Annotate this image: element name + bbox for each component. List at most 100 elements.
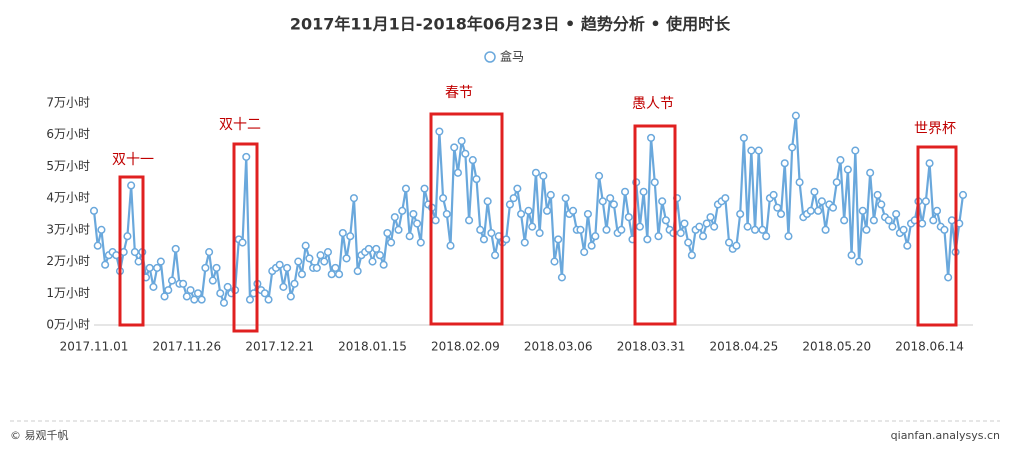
data-point [219,298,229,307]
annotation-label: 双十一 [112,152,154,168]
data-point [505,200,514,209]
data-point [294,257,303,266]
data-point [654,232,663,241]
x-tick-label: 2018.03.06 [524,340,593,354]
data-point [379,260,388,269]
data-point [899,225,908,234]
data-point [275,260,284,269]
data-point [828,203,838,212]
data-point [680,219,689,228]
annotation-label: 春节 [445,85,473,101]
data-point [698,232,708,241]
data-point [944,273,953,282]
data-point [401,184,410,193]
data-point [858,206,867,215]
y-tick-label: 2万小时 [46,254,90,268]
data-point [557,273,566,282]
data-point [658,197,667,206]
data-point [197,295,206,304]
data-point [550,257,559,266]
data-point [509,194,518,203]
data-point [932,206,942,215]
data-point [773,203,782,212]
data-point [569,206,578,215]
data-point [290,279,299,288]
data-point [260,289,269,298]
data-point [283,263,292,272]
data-point [854,257,864,266]
data-point [346,232,355,241]
data-point [806,206,815,215]
data-point [784,232,793,241]
data-point [491,251,500,260]
data-point [747,146,756,155]
data-point [873,190,882,200]
data-point [721,194,730,203]
data-point [349,194,359,203]
data-point [201,263,210,272]
data-point [182,292,191,301]
data-point [528,222,537,231]
data-point [179,279,188,288]
data-point [286,292,295,301]
data-point [710,222,719,231]
data-point [606,194,615,203]
x-tick-label: 2018.06.14 [895,340,964,354]
data-point [517,209,526,219]
x-tick-label: 2018.01.15 [338,340,407,354]
data-point [479,235,488,244]
data-point [316,251,325,260]
data-point [869,216,878,225]
data-point [130,248,139,257]
data-point [153,263,162,272]
data-point [695,222,704,231]
data-point [609,200,618,209]
data-point [929,216,938,225]
data-point [788,143,797,152]
data-point [580,248,589,257]
data-point [546,190,555,200]
legend-label: 盒马 [500,49,524,64]
y-tick-label: 5万小时 [46,159,90,173]
data-point [739,133,748,142]
data-point [643,235,652,244]
data-point [921,197,930,206]
data-point [420,184,429,193]
data-point [758,225,767,234]
data-point [918,219,927,228]
data-point [223,282,232,291]
data-point [320,257,329,266]
data-point [647,133,656,142]
data-point [940,225,949,234]
data-point [156,257,165,266]
data-point [160,292,169,301]
annotation-label: 愚人节 [632,96,674,112]
data-point [947,216,956,225]
data-point [706,213,715,222]
data-point [851,146,860,155]
data-point [958,190,968,200]
data-point [416,238,425,247]
data-point [598,197,607,206]
data-point [134,257,143,266]
x-tick-label: 2018.02.09 [431,340,500,354]
data-point [145,263,154,272]
data-point [387,238,396,247]
data-point [702,219,711,228]
data-point [149,282,158,291]
data-point [372,244,381,253]
data-point [814,206,823,215]
x-tick-label: 2018.03.31 [617,340,686,354]
data-point [539,171,548,180]
legend-marker [484,51,496,63]
x-tick-label: 2017.11.26 [152,340,221,354]
data-point [472,175,481,184]
data-point [238,238,247,247]
data-point [687,251,696,260]
data-point [476,225,485,234]
data-point [676,228,685,238]
data-point [776,209,786,219]
data-point [591,232,600,241]
data-point [450,143,459,152]
data-point [791,111,800,120]
